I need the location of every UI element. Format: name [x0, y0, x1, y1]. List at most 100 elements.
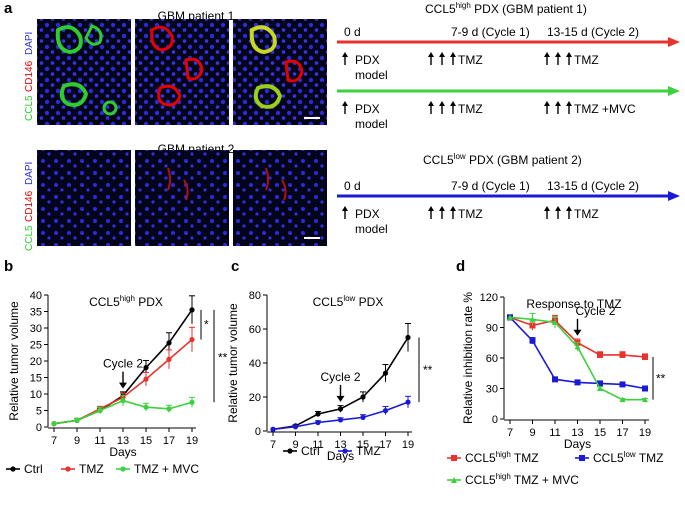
legend-part: CCL5 [465, 451, 496, 465]
panel-a-label: a [4, 0, 13, 17]
legend-marker [65, 466, 71, 472]
arrow-head [342, 206, 348, 211]
arrow-head [555, 101, 561, 106]
arrow-head [439, 101, 445, 106]
x-tick-label: 19 [402, 439, 414, 451]
data-point [552, 376, 558, 383]
data-point [97, 407, 103, 414]
y-tick-label: 30 [30, 323, 42, 335]
data-point [337, 406, 344, 412]
tmz-label: TMZ [458, 102, 483, 116]
legend-label: TMZ [356, 444, 381, 458]
tmz-arrow-icon [439, 206, 445, 219]
arrow-head [450, 101, 456, 106]
y-tick-label: 60 [249, 324, 261, 336]
legend-label: TMZ [79, 462, 104, 476]
x-tick-label: 15 [357, 439, 369, 451]
stain-label-row2: CCL5 CD146 DAPI [24, 162, 35, 251]
legend-part: CCL5 [593, 451, 624, 465]
sig-marker: * [204, 318, 209, 332]
data-point [143, 365, 149, 371]
model-label: model [355, 68, 388, 82]
tmz-label: TMZ [458, 53, 483, 67]
micrograph-patient2-ccl5 [37, 150, 131, 246]
x-tick-label: 11 [549, 427, 560, 439]
y-tick-label: 60 [486, 353, 498, 365]
data-point [270, 426, 276, 432]
data-point [619, 351, 626, 358]
panel-c-label: c [231, 258, 239, 275]
arrow-head [342, 101, 348, 106]
chart-inhibition-rate: 0 30 60 90 120 7 9 11 13 15 17 19 Days Relative inhib… [447, 292, 666, 487]
chart-title: CCL5low PDX [313, 294, 384, 309]
y-tick-label: 20 [30, 356, 42, 368]
legend-sup: low [624, 450, 636, 459]
micrograph-patient1-cd146 [135, 19, 229, 125]
x-tick-label: 7 [507, 427, 513, 439]
tmz-arrow-icon [450, 206, 456, 219]
data-point [405, 334, 411, 341]
data-point [189, 336, 195, 343]
legend-marker [342, 448, 348, 454]
legend-label: TMZ + MVC [134, 462, 199, 476]
title-part: PDX [355, 295, 383, 309]
x-tick-label: 19 [639, 427, 651, 439]
arrow-head [428, 52, 434, 57]
data-point [337, 417, 344, 423]
arrow-head [544, 101, 550, 106]
data-point [405, 399, 411, 405]
timeline-low-title-text: CCL5low PDX (GBM patient 2) [423, 152, 582, 167]
cycle1-label: 7-9 d (Cycle 1) [451, 179, 530, 193]
tmz-arrow-icon [566, 206, 572, 219]
legend-item: CCL5low TMZ [575, 450, 663, 465]
legend-label: CCL5high TMZ + MVC [465, 472, 579, 487]
y-tick-label: 35 [30, 307, 42, 319]
y-tick-label: 30 [486, 384, 498, 396]
y-tick-label: 5 [36, 406, 42, 418]
series-1 [270, 395, 411, 432]
tmz-arrow-icon [450, 101, 456, 114]
arrow-head [573, 329, 582, 336]
data-point [552, 319, 558, 325]
y-tick-label: 0 [255, 426, 261, 438]
tmz-arrow-icon [544, 101, 550, 114]
x-tick-label: 9 [74, 435, 80, 447]
y-tick-label: 80 [249, 290, 261, 302]
dapi-label: DAPI [24, 32, 35, 55]
cycle2-label: 13-15 d (Cycle 2) [547, 25, 639, 39]
sig-marker: ** [423, 363, 433, 377]
data-point [529, 322, 536, 329]
tmz-arrow-icon [566, 101, 572, 114]
ccl5-label: CCL5 [24, 225, 35, 251]
legend-label: Ctrl [301, 444, 320, 458]
arrow-head [450, 52, 456, 57]
y-tick-label: 120 [480, 292, 498, 304]
legend-item: Ctrl [283, 444, 320, 458]
tmz-arrow-icon [544, 52, 550, 65]
dapi-label: DAPI [24, 162, 35, 185]
arrow-head [566, 101, 572, 106]
data-point [166, 406, 172, 412]
data-point [360, 414, 366, 420]
legend-marker [287, 448, 293, 454]
stain-label-row1: CCL5 CD146 DAPI [24, 32, 35, 121]
y-tick-label: 10 [30, 389, 42, 401]
data-point [189, 399, 195, 405]
cycle2-annotation: Cycle 2 [320, 370, 360, 384]
arrow-head [439, 206, 445, 211]
y-tick-label: 40 [30, 290, 42, 302]
micrograph-patient1-ccl5 [37, 19, 131, 125]
timeline-green-arrow [337, 86, 680, 96]
tmz-arrow-icon [566, 52, 572, 65]
x-tick-label: 17 [163, 435, 175, 447]
timeline-blue-arrow [337, 191, 680, 201]
y-tick-label: 25 [30, 340, 42, 352]
x-axis-label: Days [327, 449, 354, 463]
pdx-arrow-icon [342, 101, 348, 114]
legend-item: Ctrl [6, 462, 43, 476]
legend-label: CCL5low TMZ [593, 450, 663, 465]
data-point [597, 385, 603, 391]
data-point [529, 316, 536, 322]
tmz-arrow-icon [555, 101, 561, 114]
